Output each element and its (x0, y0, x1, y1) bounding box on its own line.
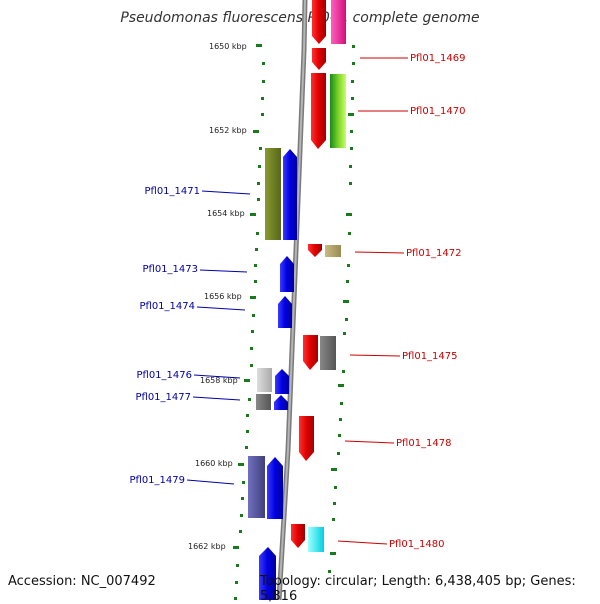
reverse-genes (248, 148, 297, 600)
kbp-label: 1650 kbp (209, 42, 247, 51)
gene-block[interactable] (308, 527, 324, 552)
reverse-gene-labels: Pfl01_1471 Pfl01_1473 Pfl01_1474 Pfl01_1… (129, 186, 200, 486)
gene-label-pfl01-1469[interactable]: Pfl01_1469 (410, 53, 466, 64)
gene-arrow-pfl01-1480[interactable] (291, 524, 305, 548)
gene-block[interactable] (325, 245, 341, 257)
gene-arrow-pfl01-1470[interactable] (311, 73, 326, 149)
gene-arrow-pfl01-1476[interactable] (275, 369, 289, 394)
gene-arrow[interactable] (312, 0, 326, 44)
forward-label-lines (337, 57, 408, 545)
gene-arrow[interactable] (259, 547, 276, 600)
gene-label-pfl01-1473[interactable]: Pfl01_1473 (142, 264, 198, 275)
gene-label-pfl01-1475[interactable]: Pfl01_1475 (402, 351, 458, 362)
gene-label-pfl01-1480[interactable]: Pfl01_1480 (389, 539, 445, 550)
forward-gene-labels: Pfl01_1469 Pfl01_1470 Pfl01_1472 Pfl01_1… (389, 53, 466, 550)
gene-arrow-pfl01-1475[interactable] (303, 335, 318, 370)
gene-label-pfl01-1477[interactable]: Pfl01_1477 (135, 392, 191, 403)
forward-genes (291, 0, 346, 552)
gene-block[interactable] (265, 148, 281, 240)
gene-arrow-pfl01-1478[interactable] (299, 416, 314, 461)
gene-block[interactable] (257, 368, 272, 392)
kbp-label: 1652 kbp (209, 126, 247, 135)
kbp-label: 1662 kbp (188, 542, 226, 551)
gene-block[interactable] (320, 336, 336, 370)
genome-title: Pseudomonas fluorescens Pf0-1, complete … (120, 10, 480, 26)
gene-arrow-pfl01-1472[interactable] (308, 244, 322, 257)
kbp-label: 1660 kbp (195, 459, 233, 468)
gene-label-pfl01-1476[interactable]: Pfl01_1476 (136, 370, 192, 381)
gene-block[interactable] (331, 0, 346, 44)
gene-label-pfl01-1472[interactable]: Pfl01_1472 (406, 248, 462, 259)
kbp-label: 1658 kbp (200, 376, 238, 385)
left-tick-marks (233, 44, 265, 600)
gene-arrow-pfl01-1471[interactable] (283, 149, 297, 240)
kbp-label: 1654 kbp (207, 209, 245, 218)
gene-label-pfl01-1478[interactable]: Pfl01_1478 (396, 438, 452, 449)
gene-label-pfl01-1470[interactable]: Pfl01_1470 (410, 106, 466, 117)
gene-arrow-pfl01-1474[interactable] (278, 296, 292, 328)
gene-arrow-pfl01-1469[interactable] (312, 48, 326, 70)
gene-arrow-pfl01-1477[interactable] (274, 395, 288, 410)
right-tick-marks (328, 45, 355, 573)
gene-label-pfl01-1474[interactable]: Pfl01_1474 (139, 301, 195, 312)
gene-label-pfl01-1479[interactable]: Pfl01_1479 (129, 475, 185, 486)
gene-block[interactable] (248, 456, 265, 518)
kbp-labels: 1650 kbp 1652 kbp 1654 kbp 1656 kbp 1658… (188, 42, 247, 551)
gene-label-pfl01-1471[interactable]: Pfl01_1471 (144, 186, 200, 197)
gene-block[interactable] (256, 394, 271, 410)
gene-block[interactable] (330, 74, 346, 148)
gene-arrow-pfl01-1479[interactable] (267, 457, 283, 519)
reverse-label-lines (186, 190, 251, 485)
gene-arrow-pfl01-1473[interactable] (280, 256, 294, 292)
accession-text: Accession: NC_007492 (8, 574, 156, 589)
genome-backbone-highlight (278, 0, 306, 600)
kbp-label: 1656 kbp (204, 292, 242, 301)
